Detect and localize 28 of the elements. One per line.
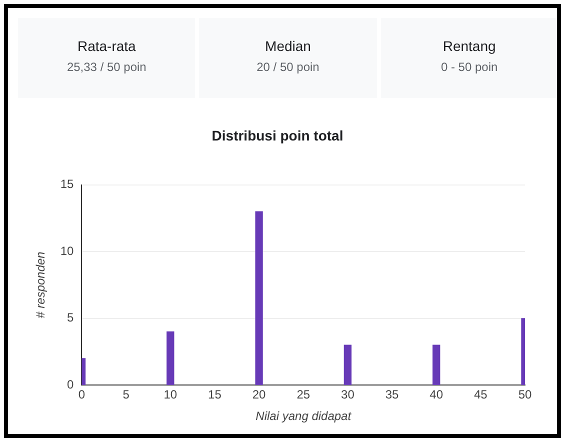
y-tick-label: 15 bbox=[60, 177, 74, 192]
text: 20 / 50 poin bbox=[256, 60, 320, 74]
x-tick-label: 20 bbox=[252, 388, 266, 402]
text: 25,33 / 50 poin bbox=[66, 60, 148, 74]
bar bbox=[344, 344, 352, 386]
x-tick-label: 15 bbox=[208, 388, 222, 402]
x-tick-label: 50 bbox=[518, 388, 532, 402]
bar bbox=[255, 211, 263, 386]
y-tick-label: 10 bbox=[60, 244, 74, 258]
x-tick-label: 30 bbox=[341, 388, 355, 402]
x-tick-label: 40 bbox=[430, 388, 444, 402]
text: Rata-rata bbox=[76, 38, 137, 54]
x-tick-label: 10 bbox=[164, 388, 178, 402]
x-axis-title: Nilai yang didapat bbox=[256, 409, 352, 424]
y-axis-title: # responden bbox=[34, 251, 48, 318]
x-tick-label: 0 bbox=[78, 388, 86, 402]
text: Rentang bbox=[442, 38, 497, 54]
x-tick-label: 35 bbox=[385, 388, 400, 402]
text: 0 - 50 poin bbox=[440, 60, 499, 74]
y-tick-label: 0 bbox=[67, 378, 74, 392]
chart-title: Distribusi poin total bbox=[212, 127, 344, 144]
y-tick-label: 5 bbox=[67, 310, 74, 325]
x-tick-label: 5 bbox=[122, 388, 130, 402]
bar bbox=[166, 331, 174, 386]
bar bbox=[432, 344, 440, 386]
x-tick-label: 25 bbox=[296, 388, 310, 402]
text: Median bbox=[264, 38, 312, 54]
x-tick-label: 45 bbox=[474, 388, 488, 402]
